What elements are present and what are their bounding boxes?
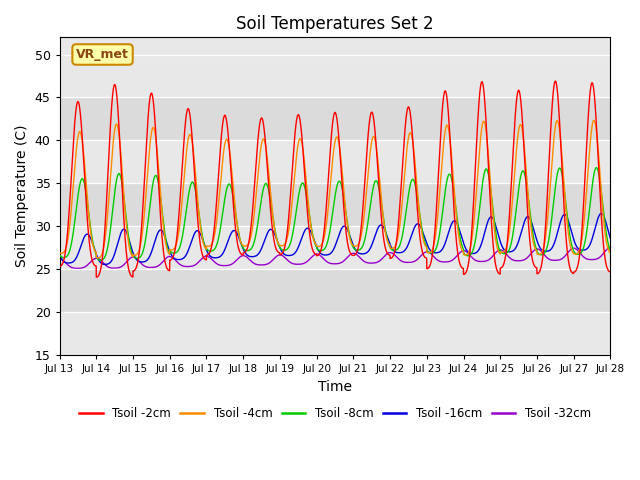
Bar (60, 269, 611, 312)
Bar (60, 183, 611, 226)
Y-axis label: Soil Temperature (C): Soil Temperature (C) (15, 125, 29, 267)
Bar (60, 97, 611, 140)
Title: Soil Temperatures Set 2: Soil Temperatures Set 2 (236, 15, 434, 33)
Text: VR_met: VR_met (76, 48, 129, 61)
Legend: Tsoil -2cm, Tsoil -4cm, Tsoil -8cm, Tsoil -16cm, Tsoil -32cm: Tsoil -2cm, Tsoil -4cm, Tsoil -8cm, Tsoi… (74, 402, 595, 425)
X-axis label: Time: Time (318, 380, 352, 394)
